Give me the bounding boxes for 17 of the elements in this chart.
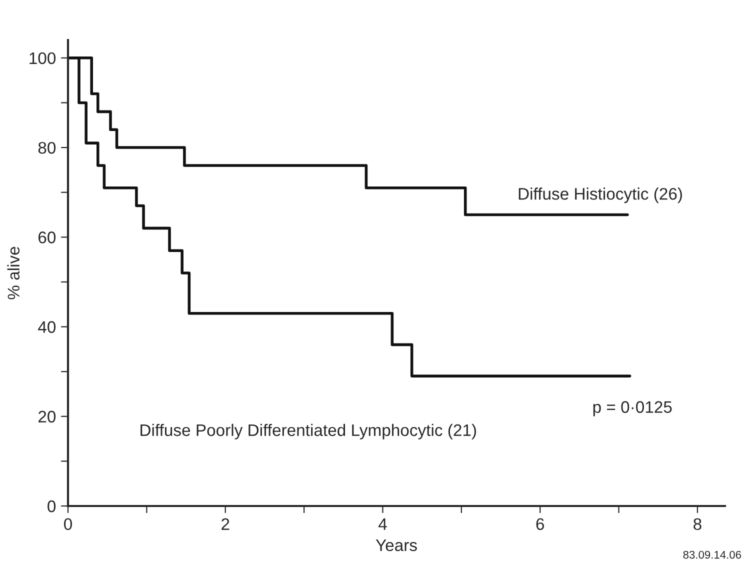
y-tick-label: 0 (48, 500, 56, 512)
x-axis-title: Years (376, 540, 417, 552)
x-tick-label: 8 (694, 518, 702, 530)
text: 83.09.14.06 (683, 550, 742, 559)
annotation: p = 0·0125 (593, 401, 672, 416)
x-tick-label: 6 (536, 518, 544, 530)
y-tick-label: 20 (38, 410, 56, 423)
text: Diffuse Poorly Differentiated Lymphocytic (21) (140, 424, 476, 440)
y-tick-label: 60 (38, 232, 56, 244)
x-tick-label: 4 (378, 518, 387, 530)
y-tick-label: 100 (30, 52, 56, 64)
x-tick-label: 0 (64, 518, 72, 530)
x-tick-label: 2 (222, 518, 230, 530)
series-label: Diffuse Histiocytic (26) (518, 188, 682, 204)
y-tick-label: 80 (38, 142, 56, 154)
y-tick-label: 40 (38, 321, 56, 333)
y-axis-title: % alive (7, 246, 20, 300)
